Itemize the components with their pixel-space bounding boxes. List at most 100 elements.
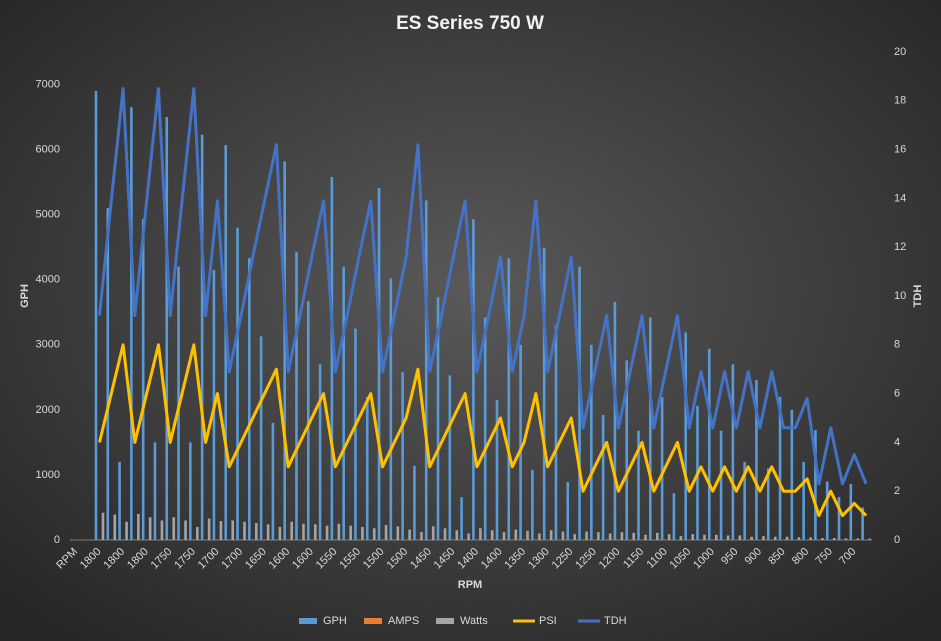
bar: [318, 364, 322, 540]
bar: [714, 534, 718, 540]
bar: [266, 524, 270, 540]
bar: [566, 482, 570, 540]
bar: [313, 524, 317, 540]
bar: [219, 521, 223, 540]
bar: [514, 529, 518, 540]
bar: [573, 534, 577, 540]
y2-tick-label: 16: [894, 144, 906, 156]
bar: [684, 332, 687, 540]
bar: [608, 533, 612, 540]
bar: [165, 117, 169, 541]
bar: [204, 539, 207, 540]
bar: [679, 536, 683, 540]
bar: [431, 526, 435, 540]
y2-tick-label: 6: [894, 388, 900, 400]
bar: [168, 539, 172, 540]
legend-label: GPH: [323, 615, 347, 627]
legend-label: AMPS: [388, 615, 419, 627]
bar: [384, 525, 388, 540]
bar: [743, 461, 746, 540]
bar: [868, 538, 871, 540]
bar: [656, 532, 659, 540]
bar: [856, 538, 860, 540]
bar: [613, 301, 617, 540]
bar: [632, 532, 636, 540]
legend-swatch: [364, 618, 382, 624]
bar: [145, 539, 148, 540]
bar: [620, 532, 624, 540]
bar: [660, 396, 664, 540]
bar: [460, 497, 463, 540]
bar: [172, 517, 176, 540]
legend-label: PSI: [539, 615, 557, 627]
y-tick-label: 3000: [36, 339, 60, 351]
y-tick-label: 7000: [36, 78, 60, 90]
y-axis-title: GPH: [19, 284, 31, 308]
bar: [542, 247, 546, 541]
bar: [490, 530, 494, 540]
bar: [837, 497, 841, 540]
bar: [200, 134, 204, 540]
bar: [778, 396, 782, 540]
bar: [342, 266, 345, 540]
bar: [180, 539, 184, 540]
y-tick-label: 5000: [36, 209, 60, 221]
bar: [377, 187, 381, 541]
bar: [372, 528, 376, 540]
bar: [519, 344, 522, 540]
bar: [814, 430, 817, 540]
y2-axis-title: TDH: [912, 285, 924, 308]
bar: [361, 526, 364, 540]
bar: [243, 521, 246, 540]
bar: [189, 442, 192, 540]
bar: [408, 529, 411, 540]
bar: [231, 520, 235, 540]
bar: [773, 536, 777, 540]
bar: [420, 532, 423, 540]
y2-tick-label: 2: [894, 485, 900, 497]
bar: [861, 507, 864, 540]
bar: [755, 379, 758, 540]
bar: [207, 518, 211, 540]
bar: [130, 107, 133, 540]
bar: [472, 219, 475, 541]
bar: [109, 539, 113, 540]
bar: [483, 317, 487, 540]
bar: [295, 251, 298, 540]
bar: [625, 360, 629, 540]
bar: [330, 176, 334, 541]
bar: [762, 536, 765, 540]
bar: [844, 538, 848, 540]
bar: [184, 520, 187, 540]
bar: [337, 523, 341, 540]
y2-tick-label: 8: [894, 339, 900, 351]
bar: [797, 537, 801, 540]
y2-tick-label: 18: [894, 95, 906, 107]
bar: [766, 468, 770, 540]
bar: [821, 538, 824, 540]
bar: [436, 297, 440, 540]
bar: [802, 461, 805, 540]
bar: [448, 375, 452, 540]
bar: [455, 530, 459, 540]
bar: [495, 400, 499, 540]
legend-label: TDH: [604, 615, 627, 627]
bar: [133, 539, 137, 540]
bar: [707, 348, 711, 540]
bar: [825, 481, 829, 540]
y-tick-label: 1000: [36, 469, 60, 481]
bar: [832, 538, 836, 540]
bar: [561, 531, 565, 540]
bar: [137, 513, 140, 540]
bar: [118, 461, 121, 540]
bar: [389, 278, 393, 540]
bar: [590, 344, 593, 540]
bar: [667, 534, 671, 540]
bar: [601, 415, 605, 540]
bar: [502, 532, 506, 540]
bar: [196, 526, 199, 540]
bar: [125, 521, 128, 540]
bar: [396, 526, 400, 540]
